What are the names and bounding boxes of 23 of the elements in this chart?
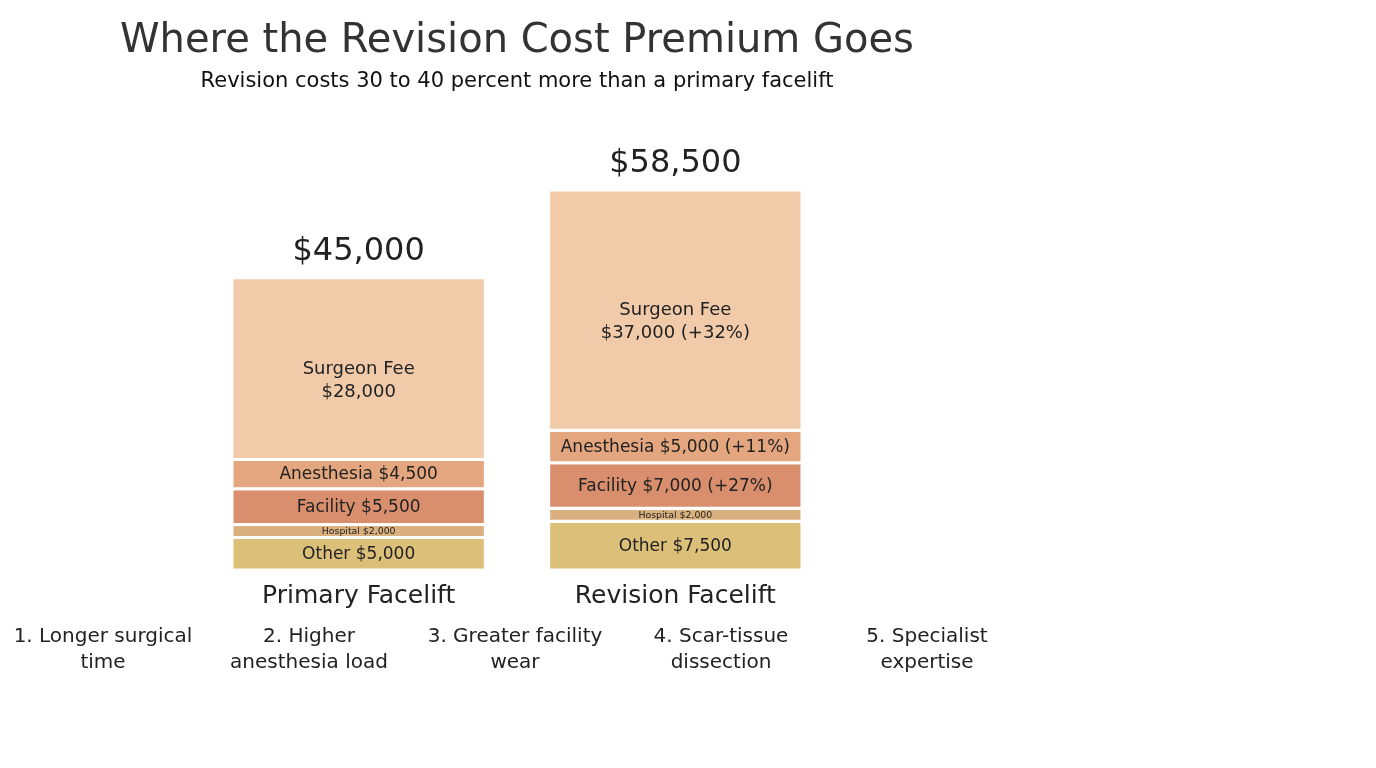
text: Surgeon Fee: [619, 298, 732, 320]
chart-subtitle: Revision costs 30 to 40 percent more than a primary facelift: [200, 68, 834, 92]
data-label: $37,000 (+32%): [600, 321, 750, 343]
series-label: Surgeon Fee: [302, 356, 415, 378]
total-label: $45,000: [292, 229, 425, 268]
text: Anesthesia $4,500: [279, 463, 438, 484]
text: Hospital $2,000: [321, 525, 396, 537]
text: Facility $7,000 (+27%): [578, 474, 773, 495]
text: 5. Specialist expertise: [865, 622, 989, 674]
text: Hospital $2,000: [638, 508, 713, 520]
text: 4. Scar-tissue dissection: [652, 622, 790, 674]
chart-title: Where the Revision Cost Premium Goes: [120, 15, 914, 61]
text: 3. Greater facility wear: [426, 622, 604, 674]
text: 1. Longer surgical time: [13, 622, 193, 674]
text: 2. Higher anesthesia load: [229, 622, 389, 674]
text: Facility $5,500: [296, 495, 421, 516]
x-tick-label: Primary Facelift: [262, 579, 456, 609]
x-tick-label: Revision Facelift: [574, 579, 777, 609]
text: Anesthesia $5,000 (+11%): [560, 435, 790, 456]
text: Other $5,000: [302, 542, 416, 563]
data-label: $28,000: [321, 379, 396, 401]
total-label: $58,500: [609, 142, 742, 180]
text: Other $7,500: [618, 534, 732, 555]
